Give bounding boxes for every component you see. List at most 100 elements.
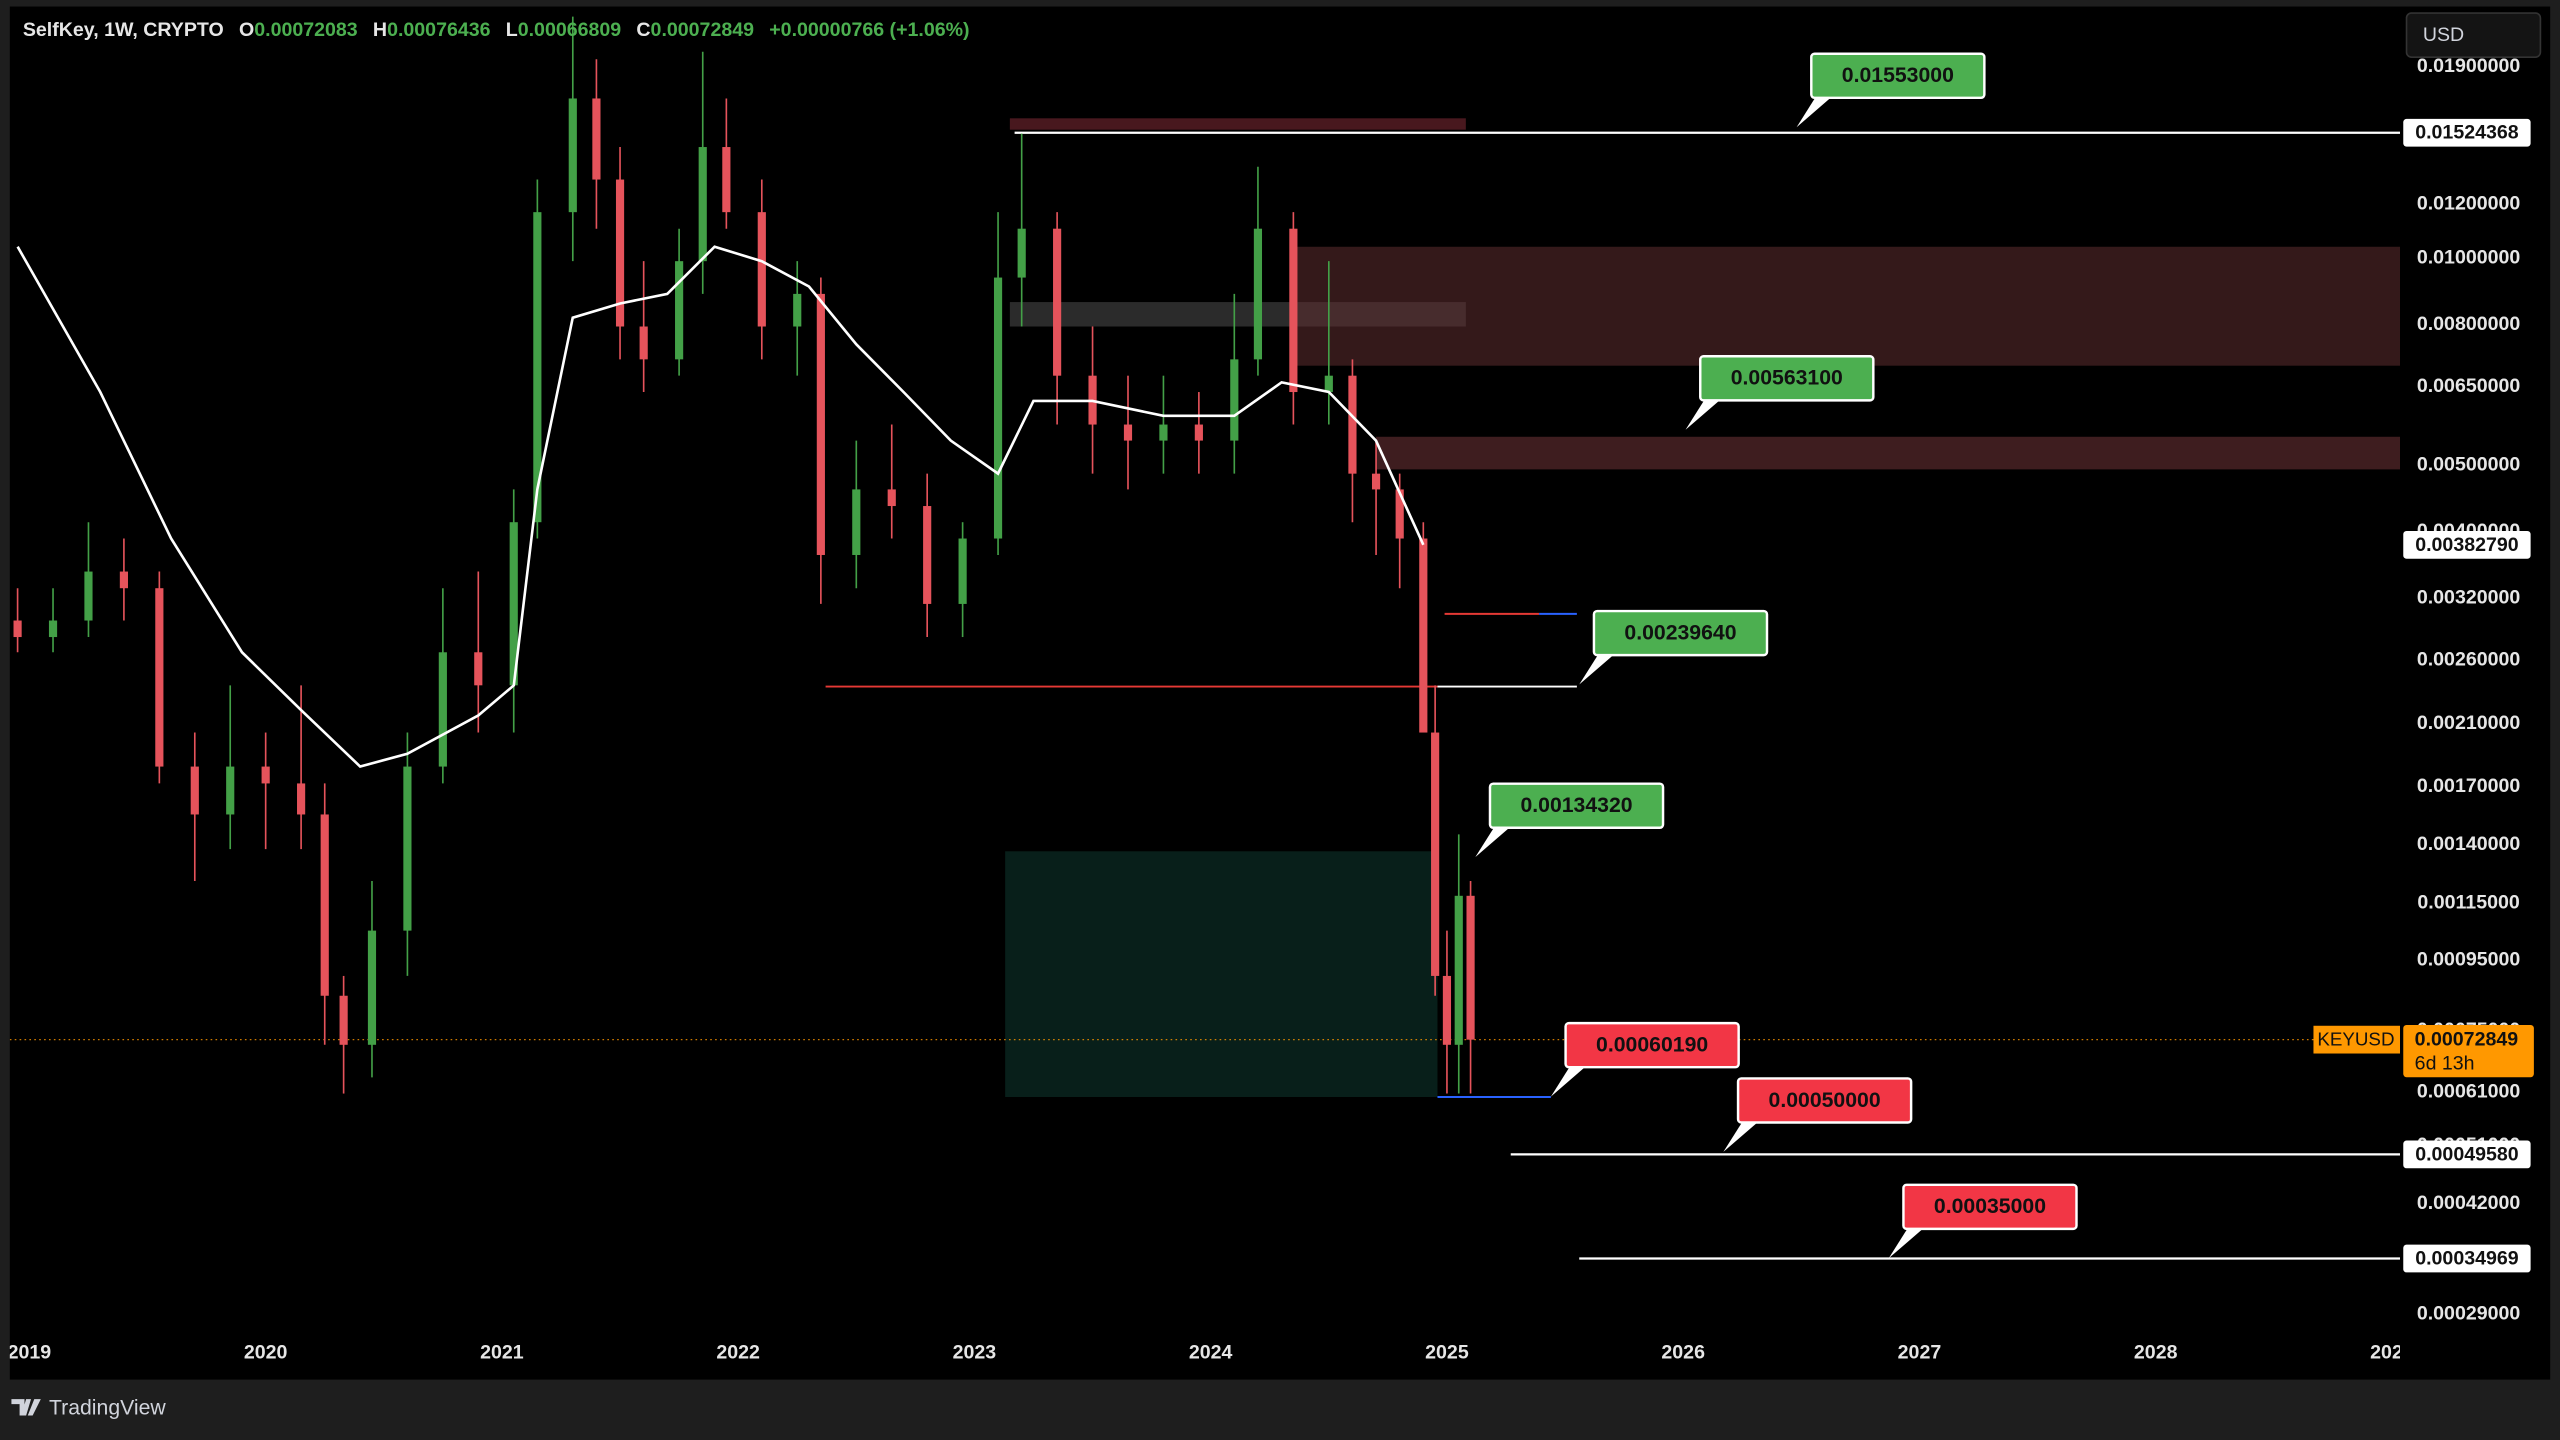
callout-pointer (1550, 1065, 1587, 1097)
candle-body (1017, 228, 1026, 278)
y-tick-label: 0.00029000 (2417, 1303, 2521, 1325)
callout-box (1699, 355, 1875, 402)
x-tick-label: 2021 (480, 1342, 524, 1364)
candle-body (1253, 228, 1263, 360)
callout-pointer (1888, 1227, 1925, 1259)
candle-body (1442, 975, 1452, 1045)
zone (1293, 246, 2400, 366)
zone (1009, 118, 1466, 130)
ohlc-value: 0.00072083 (254, 19, 358, 41)
currency-button[interactable]: USD (2405, 12, 2542, 58)
currency-button-bg[interactable] (2405, 12, 2542, 58)
ohlc-value: 0.00076436 (387, 19, 491, 41)
y-tick-label: 0.00650000 (2417, 375, 2521, 397)
ohlc-key: H (373, 19, 387, 41)
candle-body (1431, 732, 1440, 976)
x-tick-label: 2022 (716, 1342, 760, 1364)
callout-label: 0.00050000 (1769, 1089, 1881, 1112)
y-tick-label: 0.00042000 (2417, 1192, 2521, 1214)
callout-label: 0.00035000 (1934, 1195, 2046, 1218)
candle-body (1466, 895, 1475, 1040)
symbol: SelfKey, 1W, CRYPTO (23, 19, 224, 41)
x-tick-label: 2023 (953, 1342, 997, 1364)
moving-average (16, 245, 1425, 768)
candle-body (509, 522, 518, 686)
x-tick-label: 2020 (244, 1342, 288, 1364)
chart-background (9, 6, 2551, 1380)
currency-label[interactable]: USD (2423, 24, 2464, 46)
x-tick-label: 2024 (1189, 1342, 1233, 1364)
callout-label: 0.00239640 (1624, 622, 1736, 645)
y-tick-label: 0.00800000 (2417, 313, 2521, 335)
x-tick-label: 2029 (2370, 1342, 2414, 1364)
callout-label: 0.00563100 (1731, 367, 1843, 390)
candle-body (568, 98, 577, 213)
candle-body (84, 571, 93, 621)
callout-label: 0.00134320 (1520, 794, 1632, 817)
candle-body (757, 212, 766, 327)
y-tick-label: 0.00210000 (2417, 712, 2521, 734)
candle-body (155, 588, 164, 767)
y-tick-label: 0.00140000 (2417, 833, 2521, 855)
logo[interactable] (11, 1399, 41, 1416)
callout-box (1488, 782, 1665, 830)
ohlc-key: O (239, 19, 254, 41)
y-tick-label: 0.00260000 (2417, 648, 2521, 670)
price-tag-label: 0.00382790 (2415, 534, 2519, 556)
candle-body (403, 766, 412, 931)
candle-body (339, 995, 348, 1045)
candle-body (438, 652, 447, 767)
callout: 0.00050000 (1723, 1077, 1913, 1152)
y-tick-label: 0.00095000 (2417, 949, 2521, 971)
symbol-tag-label: KEYUSD (2317, 1028, 2394, 1049)
countdown-label: 6d 13h (2415, 1052, 2475, 1074)
candle-body (698, 147, 707, 262)
current-price-label: 0.00072849 (2415, 1029, 2519, 1051)
price-tag-label: 0.01524368 (2415, 122, 2519, 144)
callout: 0.00035000 (1888, 1183, 2078, 1259)
overlay: 0.01553000 0.00563100 0.00239640 0.00134320… (1475, 52, 2534, 1325)
candle-body (1348, 375, 1357, 474)
symbol-tag-bg (2313, 1025, 2400, 1054)
candle-body (923, 506, 932, 604)
price-tag-label: 0.00049580 (2415, 1143, 2519, 1165)
plot-area: 2019 2020 2021 2022 2023 2024 2025 2026 2027 2028… (9, 16, 2414, 1364)
candle-body (119, 571, 128, 589)
candle-body (816, 293, 825, 555)
price-tag-bg (2403, 530, 2531, 559)
candle-body (793, 293, 802, 327)
callout: 0.00239640 (1579, 609, 1769, 685)
callout-label: 0.00060190 (1596, 1034, 1708, 1057)
y-tick-label: 0.01200000 (2417, 192, 2521, 214)
candle-body (615, 179, 625, 327)
candle-body (1289, 228, 1298, 393)
zone (1005, 851, 1438, 1098)
callout-box (1902, 1183, 2078, 1231)
candle-body (1395, 489, 1404, 539)
candle-body (1123, 424, 1133, 441)
candle-body (48, 620, 58, 638)
callout: 0.00563100 (1685, 355, 1875, 430)
candle-body (1159, 424, 1168, 441)
callout-box (1564, 1021, 1740, 1069)
x-tick-label: 2025 (1425, 1342, 1469, 1364)
candle-body (639, 326, 648, 360)
ohlc-key: L (506, 19, 518, 41)
y-tick-label: 0.00115000 (2417, 892, 2519, 914)
candle-body (190, 766, 199, 815)
callout-box (1736, 1077, 1913, 1124)
candle-body (1454, 895, 1463, 1045)
candle-body (1324, 375, 1333, 393)
candle-body (1419, 538, 1428, 733)
candle-body (297, 783, 306, 815)
ohlc-key: C (636, 19, 650, 41)
candle-body (675, 261, 684, 360)
legend-header: SelfKey, 1W, CRYPTO O0.00072083 H0.00076… (23, 19, 970, 41)
callout: 0.00060190 (1550, 1021, 1740, 1097)
footer-brand[interactable]: TradingView (49, 1397, 166, 1420)
candle-body (993, 277, 1003, 539)
change: +0.00000766 (+1.06%) (769, 19, 969, 41)
candle-body (367, 930, 377, 1045)
callout-label: 0.01553000 (1842, 64, 1954, 87)
candle-body (13, 620, 22, 638)
